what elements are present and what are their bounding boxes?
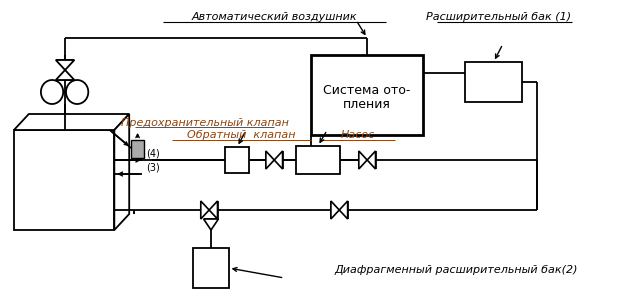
Text: Предохранительный клапан: Предохранительный клапан bbox=[121, 118, 289, 128]
Circle shape bbox=[66, 80, 88, 104]
Bar bbox=[14, 130, 114, 230]
Bar bbox=[311, 55, 423, 135]
Polygon shape bbox=[274, 151, 282, 169]
Bar bbox=[295, 146, 340, 174]
Text: Автоматический воздушник: Автоматический воздушник bbox=[192, 12, 357, 22]
Text: Диафрагменный расширительный бак(2): Диафрагменный расширительный бак(2) bbox=[334, 265, 578, 275]
Bar bbox=[131, 140, 144, 158]
Bar bbox=[193, 248, 229, 288]
Text: (4): (4) bbox=[146, 148, 159, 158]
Polygon shape bbox=[14, 114, 129, 130]
Polygon shape bbox=[266, 151, 274, 169]
Polygon shape bbox=[209, 201, 218, 219]
Text: Расширительный бак (1): Расширительный бак (1) bbox=[426, 12, 571, 22]
Bar bbox=[225, 147, 249, 173]
Polygon shape bbox=[56, 70, 74, 80]
Polygon shape bbox=[203, 219, 218, 230]
Text: Обратный  клапан: Обратный клапан bbox=[187, 130, 296, 140]
Polygon shape bbox=[201, 201, 209, 219]
Polygon shape bbox=[331, 201, 339, 219]
Text: Система ото-: Система ото- bbox=[323, 83, 411, 97]
Circle shape bbox=[41, 80, 63, 104]
Polygon shape bbox=[367, 151, 376, 169]
Polygon shape bbox=[359, 151, 367, 169]
Polygon shape bbox=[114, 114, 129, 230]
Polygon shape bbox=[339, 201, 348, 219]
Text: Насос: Насос bbox=[341, 130, 375, 140]
Polygon shape bbox=[56, 60, 74, 70]
Text: (3): (3) bbox=[146, 162, 159, 172]
Bar bbox=[465, 62, 522, 102]
Text: пления: пления bbox=[343, 97, 391, 111]
